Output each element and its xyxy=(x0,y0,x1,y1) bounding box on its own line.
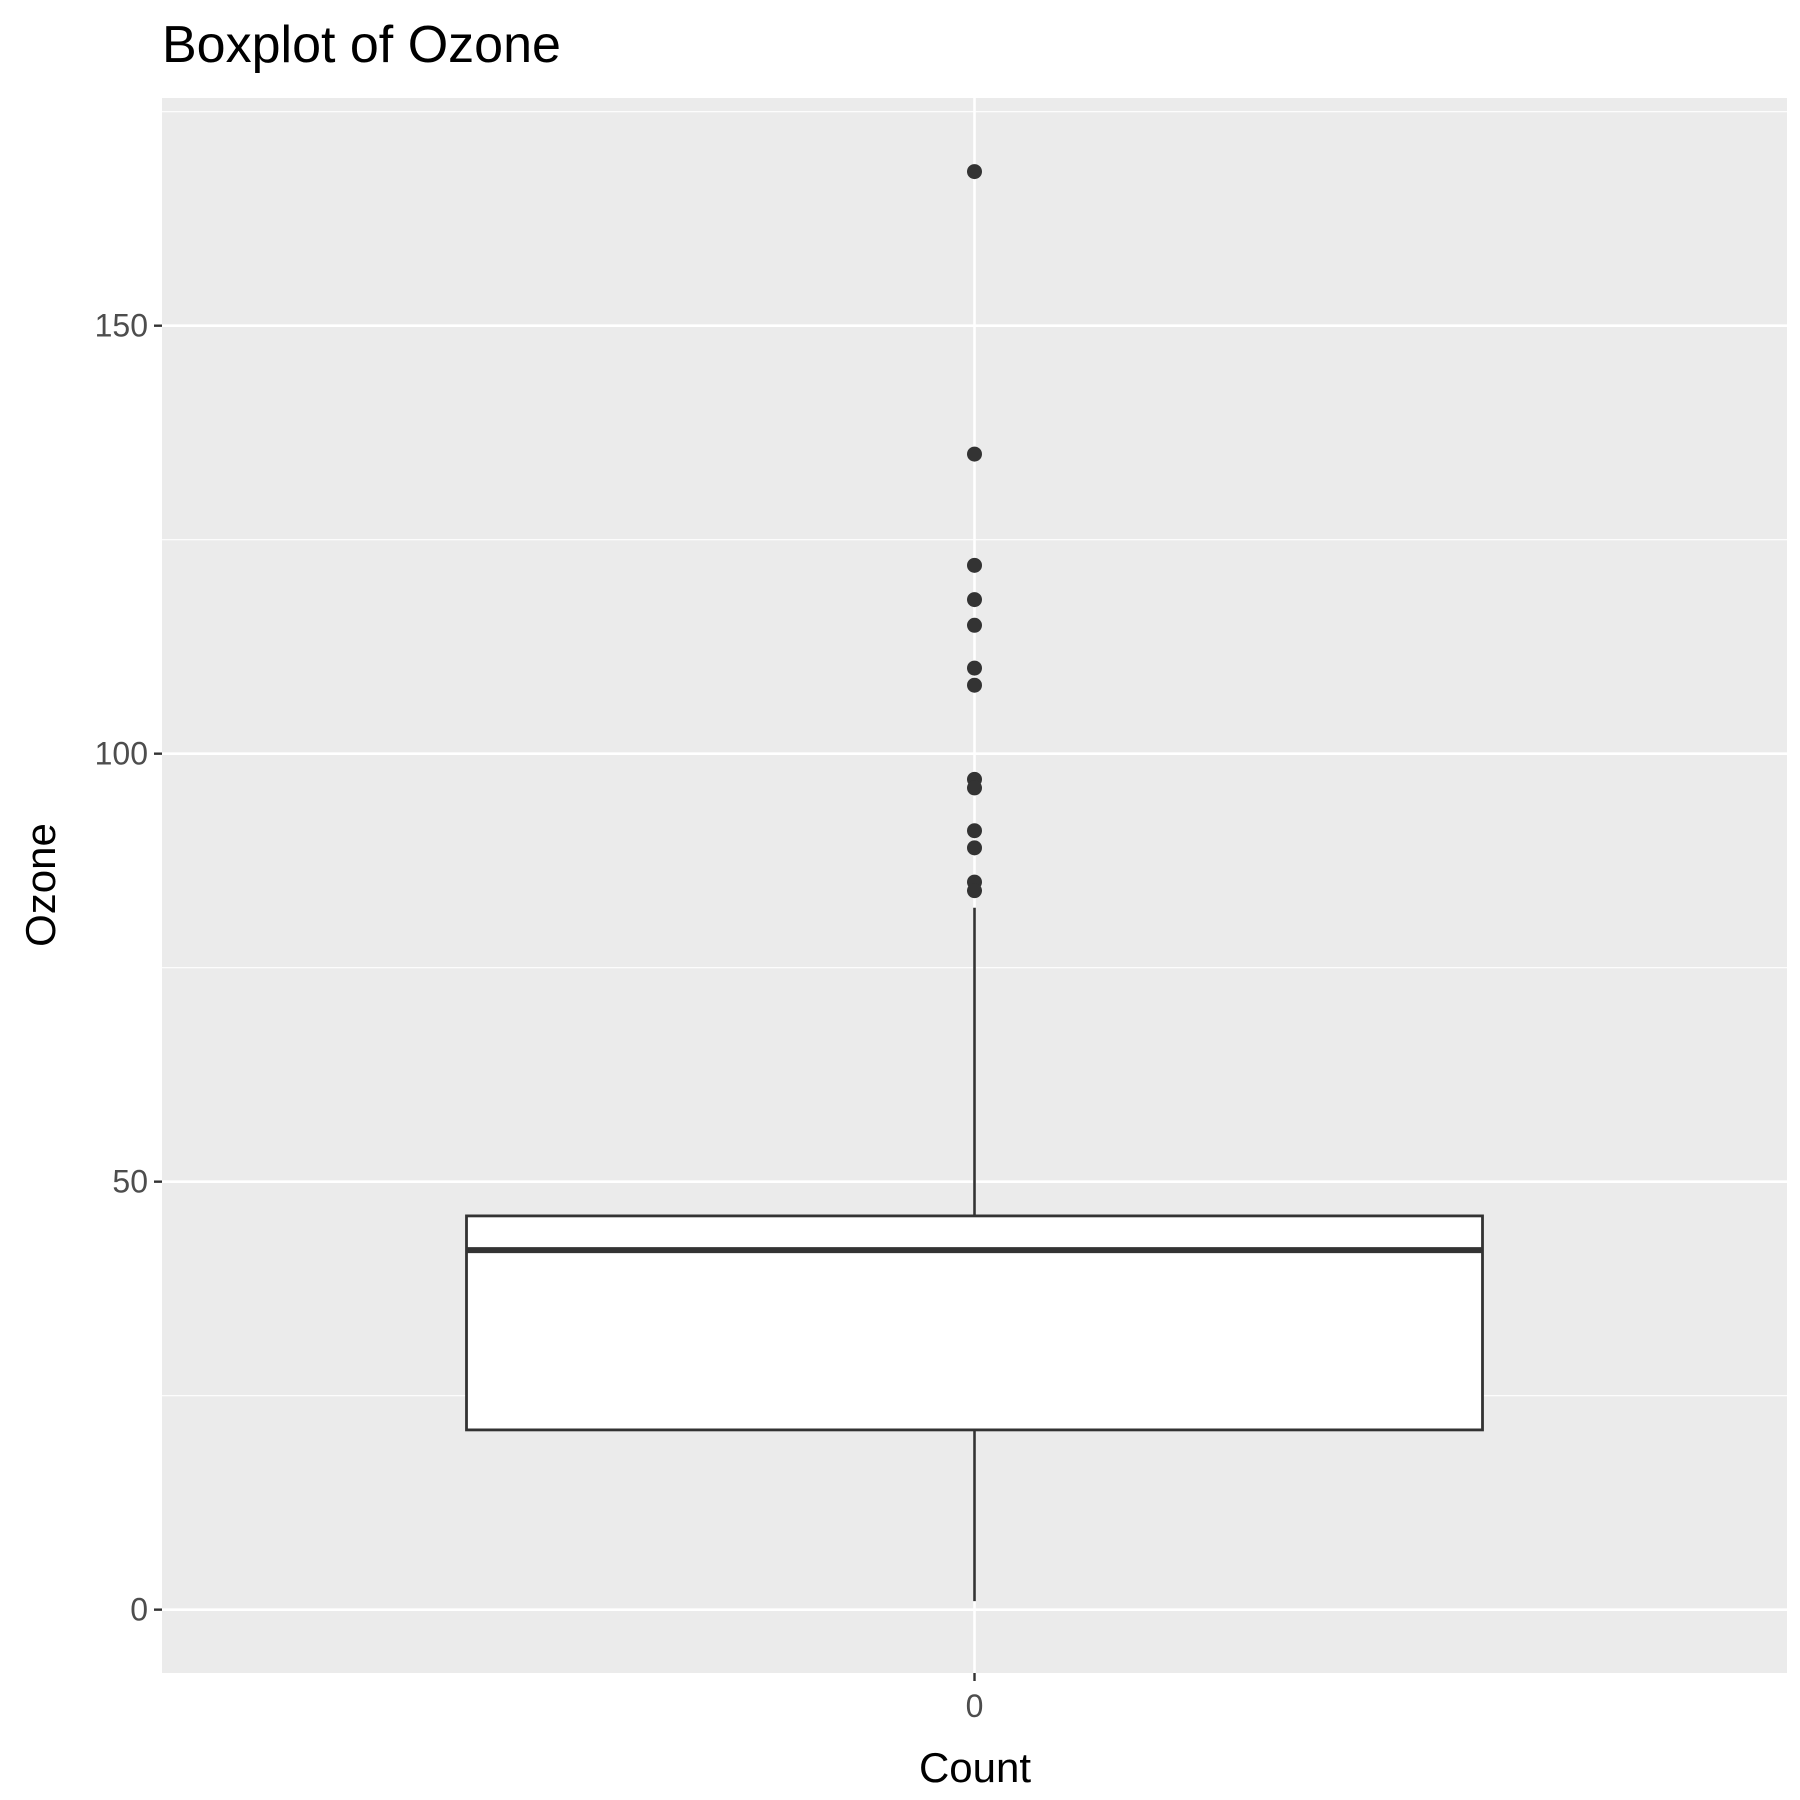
y-tick-label: 150 xyxy=(95,308,148,344)
x-axis-ticks: 0 xyxy=(966,1673,984,1724)
y-tick-label: 100 xyxy=(95,736,148,772)
y-tick-label: 50 xyxy=(112,1164,148,1200)
outlier-point xyxy=(967,557,982,573)
y-axis-title: Ozone xyxy=(17,823,64,947)
x-axis-title: Count xyxy=(919,1744,1031,1791)
y-axis-ticks: 0 50 100 150 xyxy=(95,308,162,1628)
outlier-point xyxy=(967,677,982,693)
y-tick-label: 0 xyxy=(130,1592,148,1628)
outlier-point xyxy=(967,840,982,856)
outlier-point xyxy=(967,780,982,796)
outlier-point xyxy=(967,164,982,180)
outlier-point xyxy=(967,446,982,462)
outlier-point xyxy=(967,823,982,839)
outlier-point xyxy=(967,592,982,608)
chart-title: Boxplot of Ozone xyxy=(162,16,561,74)
outlier-point xyxy=(967,617,982,633)
outlier-point xyxy=(967,660,982,676)
boxplot-box xyxy=(465,907,1484,1602)
outlier-points xyxy=(967,164,982,899)
outlier-point xyxy=(967,883,982,899)
x-tick-label: 0 xyxy=(966,1688,984,1724)
